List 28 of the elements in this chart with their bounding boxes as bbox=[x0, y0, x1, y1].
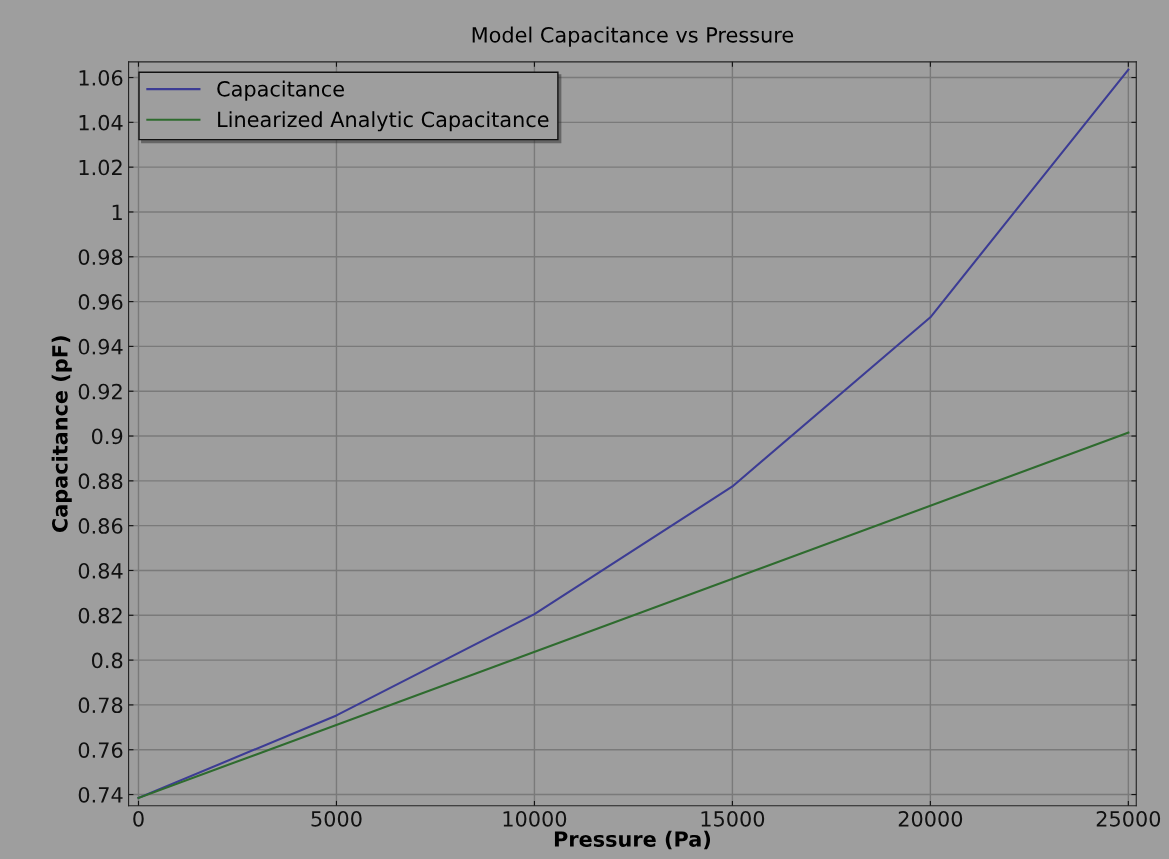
y-tick-label: 0.78 bbox=[78, 697, 123, 714]
y-tick-label: 0.94 bbox=[78, 338, 123, 355]
y-tick-label: 0.96 bbox=[78, 294, 123, 310]
y-axis-title: Capacitance (pF) bbox=[51, 336, 72, 533]
x-tick-label: 10000 bbox=[503, 810, 567, 827]
x-axis-title: Pressure (Pa) bbox=[554, 830, 711, 850]
x-tick-label: 5000 bbox=[311, 810, 362, 827]
legend-label: Linearized Analytic Capacitance bbox=[218, 111, 549, 132]
y-tick-label: 0.9 bbox=[91, 428, 123, 445]
y-tick-label: 0.86 bbox=[78, 518, 123, 534]
y-tick-label: 1.04 bbox=[79, 114, 123, 131]
y-tick-label: 0.88 bbox=[78, 473, 123, 490]
y-tick-label: 1.06 bbox=[79, 69, 123, 86]
legend-label: Capacitance bbox=[217, 80, 344, 101]
y-tick-label: 1 bbox=[112, 204, 122, 220]
y-tick-label: 0.98 bbox=[78, 249, 123, 265]
y-tick-label: 0.76 bbox=[78, 742, 123, 758]
y-tick-label: 0.74 bbox=[78, 786, 123, 803]
y-tick-label: 0.84 bbox=[78, 562, 123, 579]
x-tick-label: 20000 bbox=[898, 810, 963, 827]
x-tick-label: 15000 bbox=[701, 810, 765, 827]
y-tick-label: 1.02 bbox=[79, 159, 122, 176]
y-tick-label: 0.82 bbox=[78, 607, 122, 624]
x-tick-label: 25000 bbox=[1096, 810, 1161, 827]
y-tick-label: 0.8 bbox=[91, 652, 123, 669]
y-tick-label: 0.92 bbox=[78, 383, 122, 400]
chart-title: Model Capacitance vs Pressure bbox=[472, 26, 794, 47]
x-tick-label: 0 bbox=[133, 810, 144, 827]
